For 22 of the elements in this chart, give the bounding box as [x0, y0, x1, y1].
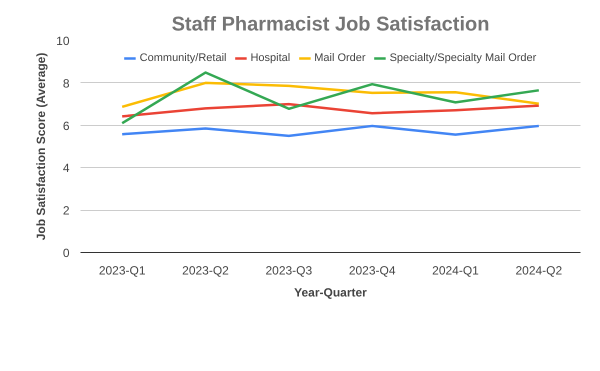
legend-label: Specialty/Specialty Mail Order: [390, 52, 536, 64]
x-axis-title: Year-Quarter: [294, 286, 368, 300]
x-tick-label: 2023-Q4: [348, 264, 396, 278]
line-series: [120, 124, 540, 138]
line-series: [120, 102, 540, 118]
y-tick-label: 10: [56, 34, 70, 48]
legend-label: Mail Order: [314, 52, 366, 64]
chart-title: Staff Pharmacist Job Satisfaction: [172, 14, 490, 36]
x-tick-label: 2023-Q1: [98, 264, 146, 278]
y-tick-label: 6: [62, 118, 70, 133]
legend-label: Community/Retail: [140, 52, 226, 64]
x-tick-label: 2023-Q2: [182, 264, 230, 278]
legend-label: Hospital: [250, 52, 290, 64]
y-tick-label: 2: [62, 204, 70, 218]
y-tick-label: 8: [62, 76, 70, 90]
y-tick-label: 4: [62, 161, 70, 176]
y-axis-title: Job Satisfaction Score (Average): [34, 52, 48, 240]
x-tick-label: 2023-Q3: [265, 264, 313, 278]
line-series: [120, 71, 540, 124]
x-tick-label: 2024-Q2: [515, 264, 563, 278]
x-tick-label: 2024-Q1: [432, 264, 480, 278]
y-tick-label: 0: [62, 246, 70, 260]
